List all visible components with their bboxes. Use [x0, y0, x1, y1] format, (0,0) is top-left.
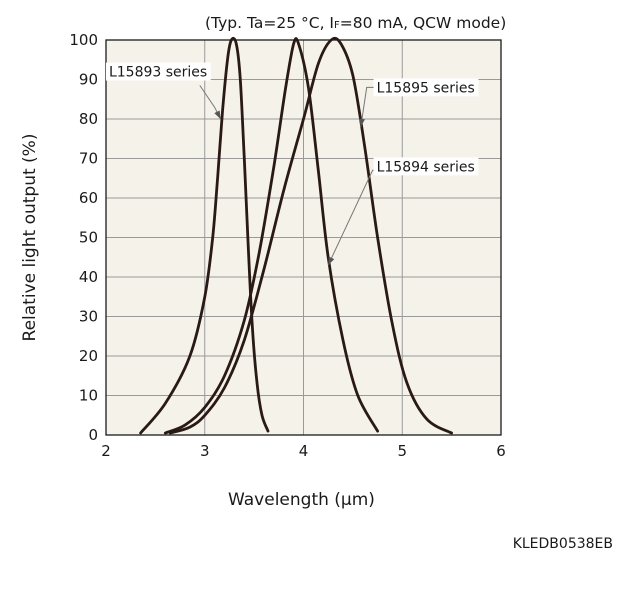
measurement-conditions: (Typ. Ta=25 °C, IF=80 mA, QCW mode): [205, 14, 507, 32]
x-tick-label: 2: [101, 442, 111, 460]
annotation-label-bg: [105, 62, 211, 81]
annotation-arrowhead: [358, 118, 365, 127]
y-tick-label: 80: [79, 110, 98, 128]
document-code: KLEDB0538EB: [512, 536, 613, 552]
y-axis-label: Relative light output (%): [20, 134, 40, 342]
annotation-label-bg: [373, 78, 479, 97]
series-line: [168, 36, 453, 435]
y-tick-label: 20: [79, 347, 98, 365]
conditions-suffix: =80 mA, QCW mode): [339, 14, 507, 32]
y-tick-label: 0: [88, 426, 98, 444]
x-tick-label: 5: [397, 442, 407, 460]
y-tick-label: 90: [79, 71, 98, 89]
annotation-label: L15894 series: [377, 159, 475, 175]
annotation-label-bg: [373, 157, 479, 176]
series-line: [163, 37, 379, 435]
y-tick-label: 100: [69, 31, 98, 49]
y-tick-label: 60: [79, 189, 98, 207]
x-tick-label: 3: [200, 442, 210, 460]
y-tick-label: 10: [79, 387, 98, 405]
annotation-arrowhead: [328, 256, 335, 266]
conditions-subscript: F: [334, 20, 340, 31]
plot-frame: [105, 39, 502, 436]
conditions-prefix: (Typ. Ta=25 °C, I: [205, 14, 335, 32]
y-tick-label: 40: [79, 268, 98, 286]
annotation-arrowhead: [214, 110, 221, 119]
annotation-label: L15895 series: [377, 80, 475, 96]
annotation-label: L15893 series: [109, 65, 207, 81]
x-tick-label: 4: [299, 442, 309, 460]
series-line: [139, 37, 270, 435]
y-tick-label: 30: [79, 308, 98, 326]
y-tick-label: 50: [79, 229, 98, 247]
x-axis-label: Wavelength (μm): [228, 490, 375, 510]
x-tick-label: 6: [496, 442, 506, 460]
y-tick-label: 70: [79, 150, 98, 168]
